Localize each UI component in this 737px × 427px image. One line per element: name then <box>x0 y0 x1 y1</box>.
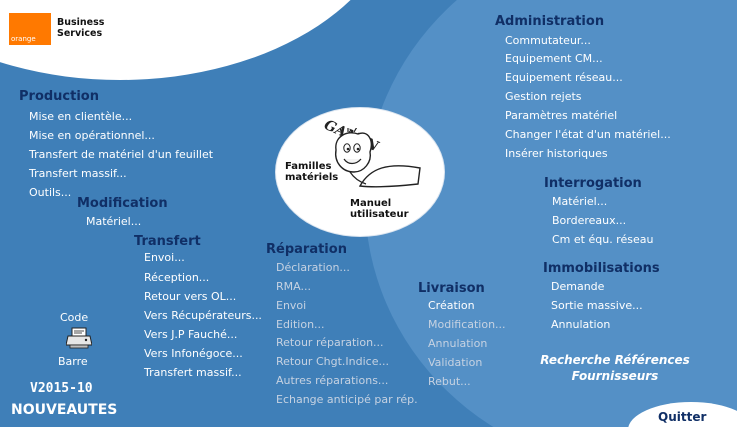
menu-item-validation: Validation <box>428 356 483 369</box>
reparation-heading: Réparation <box>266 242 347 257</box>
menu-item-transfert-massif[interactable]: Transfert massif... <box>144 366 242 379</box>
menu-item-transfert-materiel-feuillet[interactable]: Transfert de matériel d'un feuillet <box>29 148 214 161</box>
menu-item-inserer-historiques[interactable]: Insérer historiques <box>505 147 608 160</box>
menu-item-envoi[interactable]: Envoi... <box>144 251 185 264</box>
nouveautes-link[interactable]: NOUVEAUTES <box>11 402 118 418</box>
menu-item-autres-reparations: Autres réparations... <box>276 374 389 387</box>
gamin-mascot-icon <box>335 128 421 188</box>
menu-item-rebut: Rebut... <box>428 375 471 388</box>
header-white-shape <box>0 0 400 80</box>
menu-item-rma: RMA... <box>276 280 311 293</box>
modification-heading: Modification <box>77 196 168 211</box>
manuel-utilisateur-button[interactable]: Manuel utilisateur <box>350 198 409 220</box>
menu-item-vers-recuperateurs[interactable]: Vers Récupérateurs... <box>144 309 262 322</box>
production-heading: Production <box>19 89 99 104</box>
interrogation-heading: Interrogation <box>544 176 642 191</box>
quitter-label: Quitter <box>658 410 707 424</box>
transfert-heading: Transfert <box>134 234 201 249</box>
menu-item-mise-en-clientele[interactable]: Mise en clientèle... <box>29 110 133 123</box>
menu-item-creation[interactable]: Création <box>428 299 475 312</box>
menu-item-livraison-annulation: Annulation <box>428 337 488 350</box>
barcode-printer-icon[interactable] <box>66 326 92 350</box>
menu-item-equipement-reseau[interactable]: Equipement réseau... <box>505 71 623 84</box>
menu-item-gestion-rejets[interactable]: Gestion rejets <box>505 90 582 103</box>
menu-item-retour-vers-ol[interactable]: Retour vers OL... <box>144 290 237 303</box>
menu-item-outils[interactable]: Outils... <box>29 186 72 199</box>
menu-item-immobilisation-annulation[interactable]: Annulation <box>551 318 611 331</box>
menu-item-retour-reparation: Retour réparation... <box>276 336 384 349</box>
version-label: V2015-10 <box>30 381 93 396</box>
menu-item-modification-materiel[interactable]: Matériel... <box>86 215 142 228</box>
menu-item-envoi-reparation: Envoi <box>276 299 307 312</box>
menu-item-mise-en-operationnel[interactable]: Mise en opérationnel... <box>29 129 155 142</box>
menu-item-demande[interactable]: Demande <box>551 280 605 293</box>
background-circle <box>365 0 737 427</box>
menu-item-changer-etat-materiel[interactable]: Changer l'état d'un matériel... <box>505 128 671 141</box>
orange-logo: orange <box>9 13 51 45</box>
barre-label: Barre <box>58 355 88 368</box>
livraison-heading: Livraison <box>418 281 485 296</box>
menu-item-vers-jp-fauche[interactable]: Vers J.P Fauché... <box>144 328 238 341</box>
menu-item-equipement-cm[interactable]: Equipement CM... <box>505 52 603 65</box>
orange-logo-text: orange <box>11 35 36 43</box>
immobilisations-heading: Immobilisations <box>543 261 660 276</box>
menu-item-sortie-massive[interactable]: Sortie massive... <box>551 299 643 312</box>
menu-item-bordereaux[interactable]: Bordereaux... <box>552 214 627 227</box>
menu-item-cm-equ-reseau[interactable]: Cm et équ. réseau <box>552 233 654 246</box>
menu-item-parametres-materiel[interactable]: Paramètres matériel <box>505 109 618 122</box>
menu-item-retour-chgt-indice: Retour Chgt.Indice... <box>276 355 389 368</box>
business-services-label: Business Services <box>57 17 105 39</box>
menu-item-declaration: Déclaration... <box>276 261 350 274</box>
quitter-button[interactable]: Quitter <box>628 402 737 427</box>
familles-materiels-button[interactable]: Familles matériels <box>285 161 339 183</box>
menu-item-echange-anticipe: Echange anticipé par rép. <box>276 393 418 406</box>
menu-item-transfert-massif-production[interactable]: Transfert massif... <box>29 167 127 180</box>
menu-item-livraison-modification: Modification... <box>428 318 506 331</box>
code-label: Code <box>60 311 89 324</box>
menu-item-vers-infonegoce[interactable]: Vers Infonégoce... <box>144 347 243 360</box>
menu-item-edition: Edition... <box>276 318 325 331</box>
menu-item-commutateur[interactable]: Commutateur... <box>505 34 591 47</box>
administration-heading: Administration <box>495 14 605 29</box>
menu-item-reception[interactable]: Réception... <box>144 271 210 284</box>
recherche-references-link[interactable]: Recherche Références Fournisseurs <box>540 353 690 383</box>
menu-item-interrogation-materiel[interactable]: Matériel... <box>552 195 608 208</box>
